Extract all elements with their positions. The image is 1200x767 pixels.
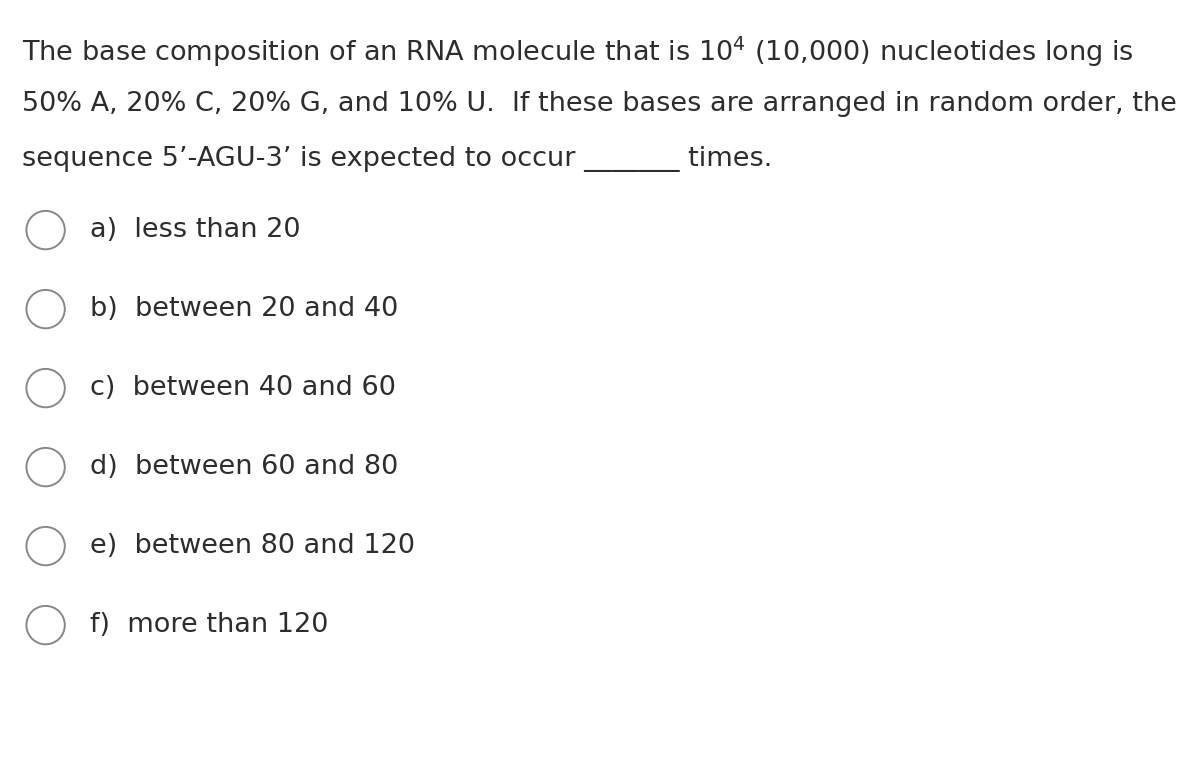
Text: sequence 5’-AGU-3’ is expected to occur _______ times.: sequence 5’-AGU-3’ is expected to occur … — [22, 146, 772, 173]
Text: e)  between 80 and 120: e) between 80 and 120 — [90, 533, 415, 559]
Text: a)  less than 20: a) less than 20 — [90, 217, 300, 243]
Text: The base composition of an RNA molecule that is $10^4$ (10,000) nucleotides long: The base composition of an RNA molecule … — [22, 35, 1133, 69]
Text: c)  between 40 and 60: c) between 40 and 60 — [90, 375, 396, 401]
Text: f)  more than 120: f) more than 120 — [90, 612, 329, 638]
Text: b)  between 20 and 40: b) between 20 and 40 — [90, 296, 398, 322]
Text: d)  between 60 and 80: d) between 60 and 80 — [90, 454, 398, 480]
Text: 50% A, 20% C, 20% G, and 10% U.  If these bases are arranged in random order, th: 50% A, 20% C, 20% G, and 10% U. If these… — [22, 91, 1176, 117]
